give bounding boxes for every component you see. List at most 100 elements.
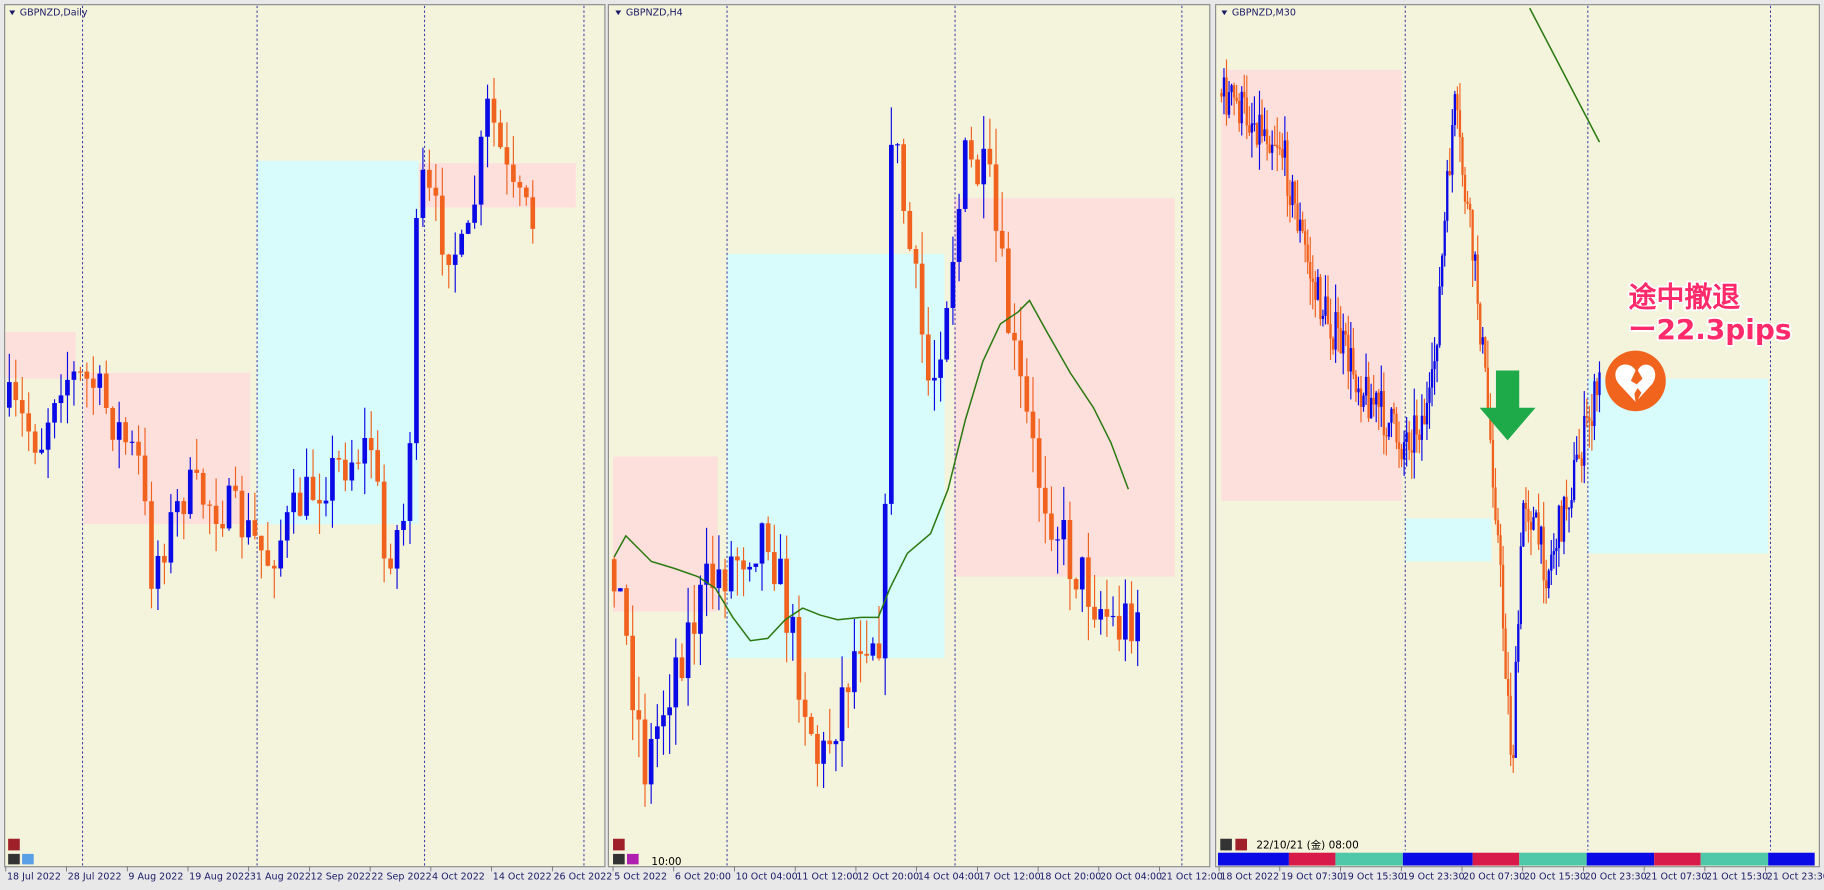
candle-body xyxy=(864,653,870,656)
candle-body xyxy=(815,733,820,764)
candle-body xyxy=(1276,144,1279,148)
candle-body xyxy=(1476,254,1479,304)
candle-body xyxy=(265,550,271,566)
candle-body xyxy=(6,382,12,408)
x-tick-label: 5 Oct 2022 xyxy=(614,872,667,883)
candle-body xyxy=(388,558,393,569)
x-tick-label: 20 Oct 23:30 xyxy=(1585,872,1647,883)
candle-body xyxy=(297,492,303,516)
candle-body xyxy=(1309,261,1312,279)
annotation: 途中撤退 xyxy=(1629,280,1741,313)
candle-body xyxy=(802,699,808,717)
candle-body xyxy=(1418,434,1421,440)
candle-body xyxy=(1024,376,1030,412)
candle-body xyxy=(1400,448,1403,460)
zones xyxy=(5,69,1769,659)
candle-body xyxy=(1545,580,1548,589)
candle-body xyxy=(1364,376,1368,396)
x-tick-label: 20 Oct 15:30 xyxy=(1524,872,1586,883)
candle-body xyxy=(129,441,135,443)
candle-body xyxy=(1481,337,1484,345)
candle-body xyxy=(1489,410,1492,440)
candle-body xyxy=(1527,508,1530,522)
candle-body xyxy=(784,558,789,633)
x-tick-label: 20 Oct 07:30 xyxy=(1463,872,1525,883)
candle-body xyxy=(162,555,167,563)
x-tick-label: 4 Oct 2022 xyxy=(432,872,485,883)
session-bar xyxy=(1217,852,1815,866)
candle-body xyxy=(1055,539,1060,541)
candle-body xyxy=(618,588,623,592)
candle-body xyxy=(1405,432,1408,442)
candle-body xyxy=(1263,129,1266,137)
candle-body xyxy=(691,622,697,634)
candle-body xyxy=(1116,615,1122,640)
candle-body xyxy=(1430,369,1434,388)
candle-body xyxy=(1380,391,1383,407)
candle-body xyxy=(427,169,432,188)
candle-body xyxy=(907,210,913,250)
menu-icon xyxy=(1221,10,1228,16)
candle-body xyxy=(97,373,103,388)
candle-body xyxy=(1522,502,1525,547)
candle-body xyxy=(1321,315,1325,319)
candle-body xyxy=(1079,557,1085,590)
candle-body xyxy=(895,144,900,146)
candle-body xyxy=(1253,123,1256,125)
candle-body xyxy=(1129,603,1134,642)
candle-body xyxy=(103,373,109,408)
candle-body xyxy=(1560,505,1563,542)
candle-body xyxy=(1306,244,1309,262)
candle-body xyxy=(1018,340,1023,377)
candle-body xyxy=(1232,85,1236,98)
candle-body xyxy=(459,233,465,255)
candle-body xyxy=(704,563,709,585)
candle-body xyxy=(252,520,258,536)
candle-body xyxy=(1286,140,1289,196)
candle-body xyxy=(1238,100,1241,124)
x-tick-label: 9 Aug 2022 xyxy=(128,872,183,883)
x-tick-label: 26 Oct 2022 xyxy=(553,872,612,883)
panel-title: GBPNZD,H4 xyxy=(626,7,683,18)
x-tick-label: 18 Oct 20:00 xyxy=(1039,872,1101,883)
candle-body xyxy=(1240,91,1243,124)
candle-body xyxy=(950,261,956,309)
candle-body xyxy=(1509,695,1512,755)
candle-body xyxy=(1354,374,1358,393)
candle-body xyxy=(1314,282,1317,300)
candle-body xyxy=(833,741,839,745)
x-tick-label: 14 Oct 04:00 xyxy=(918,872,980,883)
candle-body xyxy=(375,450,380,482)
candle-body xyxy=(1362,395,1365,407)
candle-body xyxy=(1486,367,1490,411)
candle-body xyxy=(26,413,32,432)
candle-body xyxy=(1098,609,1104,620)
candle-body xyxy=(1484,337,1487,368)
candle-body xyxy=(517,181,523,188)
candle-body xyxy=(1539,526,1543,545)
candle-body xyxy=(1565,496,1568,510)
candle-body xyxy=(1248,125,1251,133)
candle-body xyxy=(1268,144,1271,153)
candle-body xyxy=(181,501,187,515)
candle-body xyxy=(1456,94,1459,111)
x-tick-label: 12 Sep 2022 xyxy=(311,872,371,883)
candle-body xyxy=(433,187,439,196)
candle-body xyxy=(1443,220,1446,256)
candle-body xyxy=(1532,517,1535,530)
candle-body xyxy=(278,540,284,569)
candle-body xyxy=(1273,144,1276,146)
candle-body xyxy=(1506,678,1510,696)
candle-body xyxy=(981,148,987,185)
candle-body xyxy=(1311,278,1314,283)
candle-body xyxy=(1494,487,1497,521)
candle-body xyxy=(1352,348,1355,375)
candle-body xyxy=(1524,502,1528,509)
candle-body xyxy=(1336,312,1340,329)
candle-body xyxy=(45,422,51,450)
candle-body xyxy=(1357,388,1360,393)
x-tick-label: 14 Oct 2022 xyxy=(493,872,552,883)
candle-body xyxy=(1555,548,1558,552)
x-tick-label: 20 Oct 04:00 xyxy=(1100,872,1162,883)
candle-body xyxy=(349,462,355,481)
